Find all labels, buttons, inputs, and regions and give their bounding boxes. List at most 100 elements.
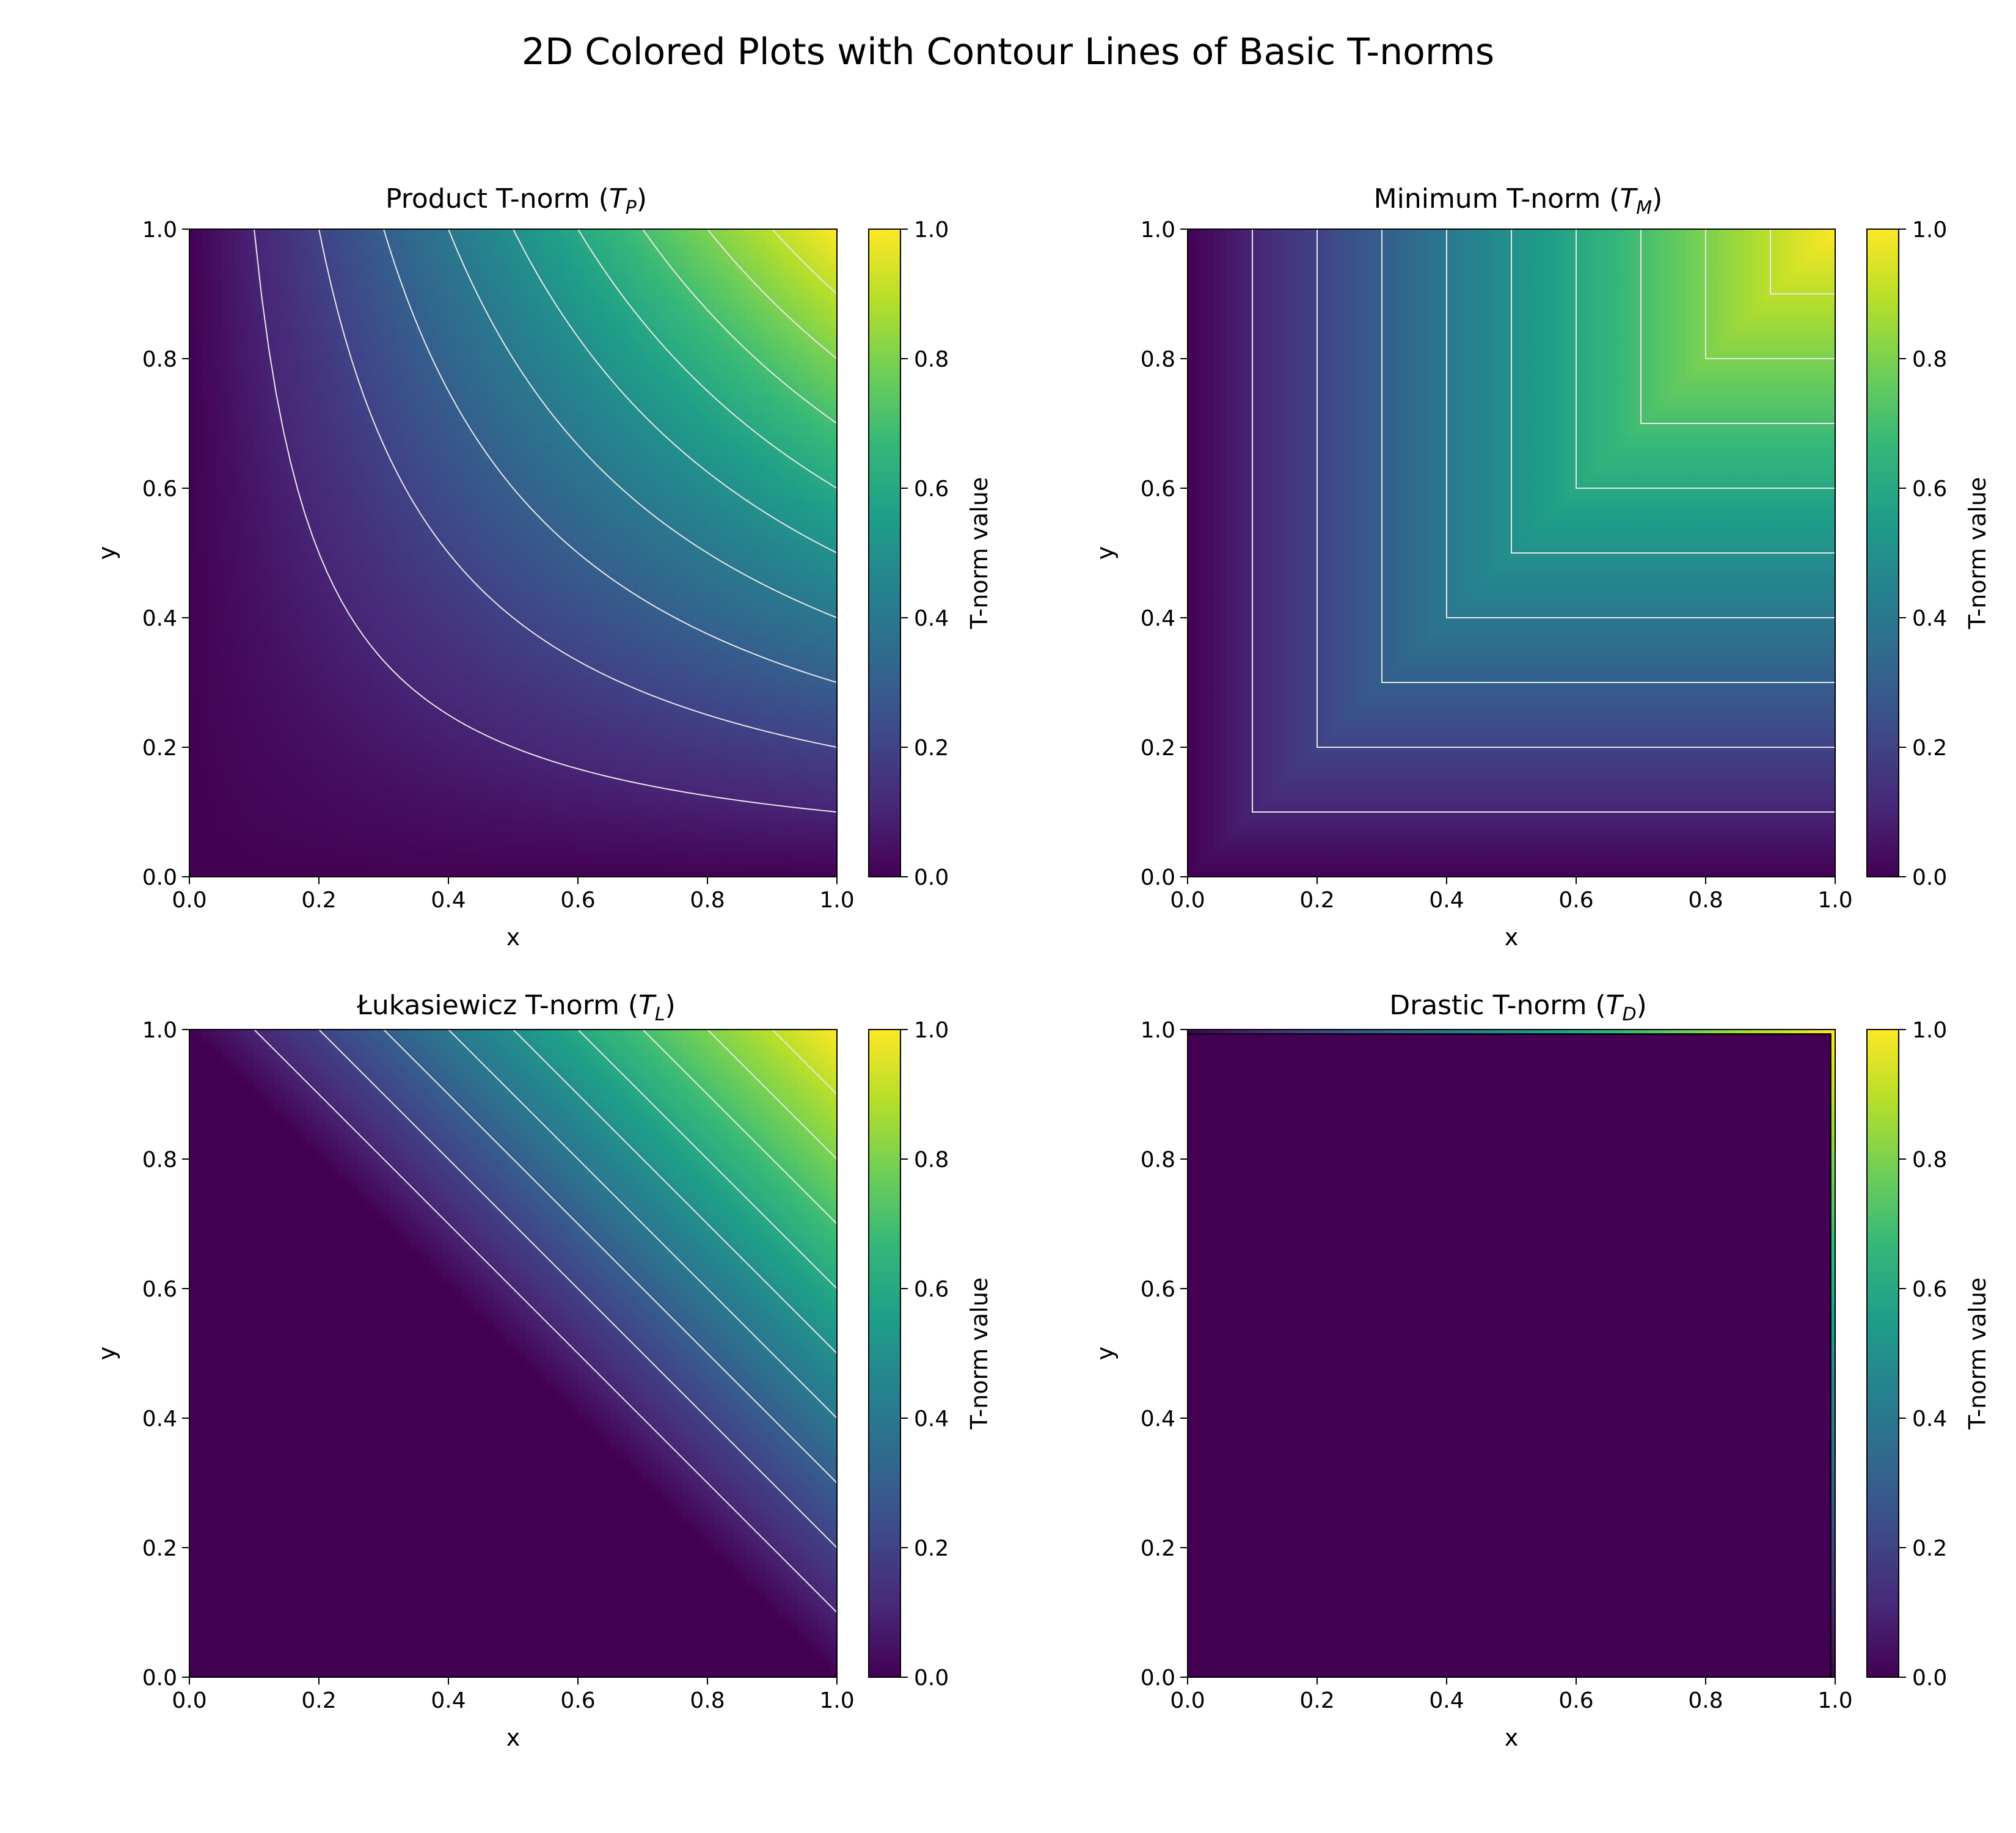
heatmap-cell: [461, 831, 469, 838]
heatmap-cell: [584, 780, 591, 787]
heatmap-cell: [714, 643, 721, 651]
heatmap-cell: [778, 844, 786, 852]
heatmap-cell: [494, 695, 501, 703]
heatmap-cell: [467, 741, 475, 748]
heatmap-cell: [390, 734, 397, 741]
heatmap-cell: [370, 715, 378, 722]
heatmap-cell: [740, 780, 747, 787]
heatmap-cell: [778, 624, 786, 631]
heatmap-cell: [481, 760, 488, 767]
heatmap-cell: [195, 682, 203, 690]
heatmap-cell: [345, 637, 352, 644]
heatmap-cell: [629, 591, 637, 599]
heatmap-cell: [539, 741, 546, 748]
heatmap-cell: [584, 559, 591, 566]
heatmap-cell: [267, 676, 274, 683]
heatmap-cell: [247, 721, 255, 728]
heatmap-cell: [416, 851, 423, 858]
heatmap-cell: [429, 669, 436, 676]
heatmap-cell: [610, 721, 618, 728]
heatmap-cell: [299, 708, 307, 715]
heatmap-cell: [396, 591, 404, 599]
heatmap-cell: [293, 780, 300, 787]
heatmap-cell: [357, 741, 365, 748]
heatmap-cell: [778, 708, 786, 715]
heatmap-cell: [319, 773, 326, 780]
heatmap-cell: [222, 618, 229, 625]
heatmap-cell: [558, 870, 566, 877]
heatmap-cell: [824, 643, 831, 651]
heatmap-cell: [675, 669, 682, 676]
heatmap-cell: [616, 669, 624, 676]
heatmap-cell: [753, 721, 760, 728]
heatmap-cell: [746, 753, 753, 761]
heatmap-cell: [513, 566, 520, 573]
heatmap-cell: [325, 676, 332, 683]
heatmap-cell: [396, 682, 404, 690]
heatmap-cell: [526, 708, 533, 715]
heatmap-cell: [636, 695, 643, 703]
heatmap-cell: [791, 598, 798, 606]
heatmap-cell: [558, 656, 566, 664]
heatmap-cell: [442, 643, 449, 651]
heatmap-cell: [455, 857, 462, 865]
heatmap-cell: [720, 682, 728, 690]
heatmap-cell: [260, 825, 268, 832]
heatmap-cell: [506, 585, 514, 593]
heatmap-cell: [578, 701, 585, 709]
heatmap-cell: [305, 643, 313, 651]
heatmap-cell: [526, 585, 533, 593]
heatmap-cell: [830, 637, 837, 644]
heatmap-cell: [694, 760, 701, 767]
heatmap-cell: [293, 579, 300, 586]
heatmap-cell: [597, 851, 604, 858]
heatmap-cell: [241, 799, 248, 806]
heatmap-cell: [546, 766, 553, 774]
heatmap-cell: [591, 676, 598, 683]
heatmap-cell: [384, 812, 391, 819]
heatmap-cell: [267, 844, 274, 852]
heatmap-cell: [287, 631, 294, 638]
heatmap-cell: [280, 760, 287, 767]
heatmap-cell: [273, 831, 280, 838]
heatmap-cell: [228, 728, 235, 735]
heatmap-cell: [293, 618, 300, 625]
heatmap-cell: [759, 812, 766, 819]
heatmap-cell: [610, 870, 618, 877]
heatmap-cell: [208, 566, 216, 573]
heatmap-cell: [241, 747, 248, 755]
heatmap-cell: [195, 747, 203, 755]
heatmap-cell: [409, 631, 417, 638]
heatmap-cell: [753, 591, 760, 599]
heatmap-cell: [487, 591, 494, 599]
heatmap-cell: [325, 663, 332, 670]
heatmap-cell: [506, 773, 514, 780]
heatmap-cell: [830, 682, 837, 690]
heatmap-cell: [280, 701, 287, 709]
heatmap-cell: [299, 721, 307, 728]
heatmap-cell: [189, 676, 197, 683]
heatmap-cell: [740, 682, 747, 690]
heatmap-cell: [287, 747, 294, 755]
heatmap-cell: [429, 598, 436, 606]
heatmap-cell: [247, 624, 255, 631]
heatmap-cell: [740, 805, 747, 813]
heatmap-cell: [811, 863, 818, 871]
heatmap-cell: [189, 786, 197, 793]
heatmap-cell: [772, 579, 780, 586]
heatmap-cell: [370, 637, 378, 644]
heatmap-cell: [377, 604, 384, 612]
heatmap-cell: [675, 773, 682, 780]
heatmap-cell: [351, 863, 359, 871]
heatmap-cell: [370, 792, 378, 800]
heatmap-cell: [351, 591, 359, 599]
heatmap-cell: [746, 825, 753, 832]
heatmap-cell: [526, 753, 533, 761]
heatmap-cell: [616, 624, 624, 631]
heatmap-cell: [564, 663, 572, 670]
heatmap-cell: [254, 773, 261, 780]
heatmap-cell: [681, 780, 688, 787]
heatmap-cell: [759, 611, 766, 618]
heatmap-cell: [532, 579, 539, 586]
heatmap-cell: [409, 650, 417, 657]
